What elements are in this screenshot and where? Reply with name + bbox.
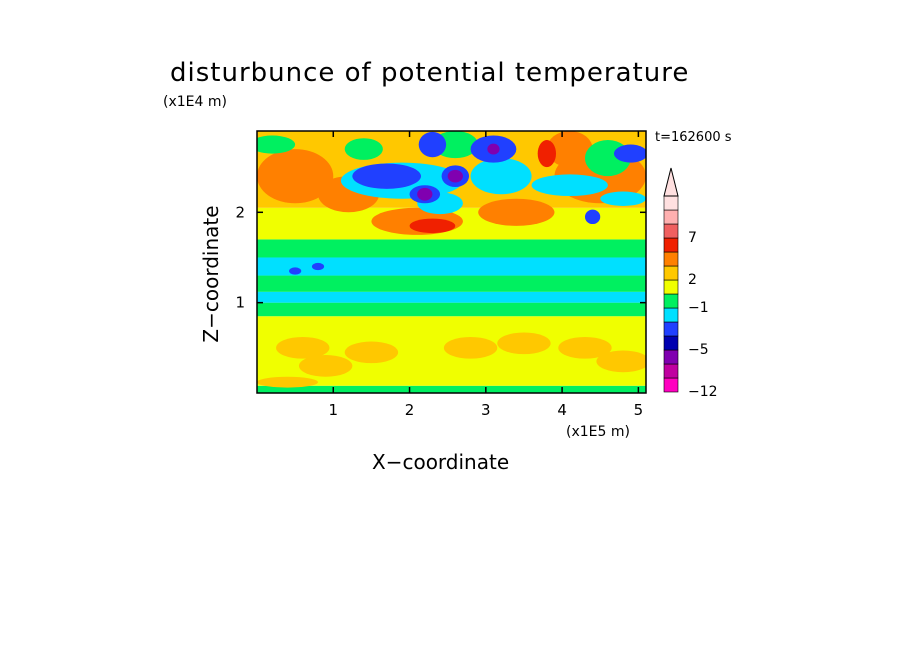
patch-red-high-0 xyxy=(537,140,556,168)
colorbar: 7 2 −1 −5 −12 xyxy=(663,167,718,400)
colorbar-swatch-7 xyxy=(663,279,679,295)
colorbar-extend-arrow xyxy=(663,167,679,197)
patch-purple-high-2 xyxy=(487,143,500,155)
patch-orange-bottom xyxy=(257,376,319,388)
colorbar-swatch-12 xyxy=(663,209,679,225)
y-tick-label-1: 1 xyxy=(235,294,245,312)
band-green-upper xyxy=(257,239,646,258)
colorbar-swatch-1 xyxy=(663,363,679,379)
colorbar-label-0: 7 xyxy=(688,230,697,246)
patch-orange-low-5 xyxy=(596,350,646,373)
patch-orange-low-2 xyxy=(443,336,498,359)
colorbar-swatch-0 xyxy=(663,377,679,393)
patch-orange-low-4 xyxy=(558,336,612,359)
y-axis-unit: (x1E4 m) xyxy=(163,94,227,110)
colorbar-swatch-3 xyxy=(663,335,679,351)
time-label: t=162600 s xyxy=(655,130,732,145)
band-green-lower xyxy=(257,302,646,317)
colorbar-label-1: 2 xyxy=(688,272,697,288)
patch-orange-low-3 xyxy=(497,332,551,355)
patch-blue-high-6 xyxy=(584,209,601,225)
colorbar-label-2: −1 xyxy=(688,300,709,316)
patch-orange-low-0 xyxy=(276,336,330,359)
colorbar-swatch-6 xyxy=(663,293,679,309)
colorbar-swatch-5 xyxy=(663,307,679,323)
colorbar-swatch-8 xyxy=(663,265,679,281)
x-axis-label: X−coordinate xyxy=(372,450,510,474)
colorbar-label-3: −5 xyxy=(688,342,709,358)
colorbar-swatch-9 xyxy=(663,251,679,267)
patch-cyan-high-3 xyxy=(531,174,608,197)
patch-purple-high-1 xyxy=(447,169,463,183)
patch-orange-high-5 xyxy=(546,131,593,168)
patch-blue-high-7 xyxy=(289,267,302,275)
patch-green-high-3 xyxy=(344,138,383,160)
patch-blue-high-0 xyxy=(352,163,421,189)
x-tick-label-1: 1 xyxy=(329,401,339,419)
patch-blue-high-4 xyxy=(418,131,447,158)
x-tick-label-5: 5 xyxy=(634,401,644,419)
patch-cyan-high-2 xyxy=(470,158,532,195)
chart-title: disturbunce of potential temperature xyxy=(170,58,690,88)
band-cyan-lower xyxy=(257,291,646,303)
patch-orange-low-6 xyxy=(298,355,353,377)
x-tick-label-4: 4 xyxy=(557,401,567,419)
patch-red-high-1 xyxy=(409,218,456,234)
band-green-mid xyxy=(257,275,646,292)
patch-purple-high-0 xyxy=(417,187,433,201)
contour-field xyxy=(257,131,646,393)
x-tick-label-2: 2 xyxy=(405,401,415,419)
colorbar-swatch-4 xyxy=(663,321,679,337)
x-tick-label-3: 3 xyxy=(481,401,491,419)
y-tick-label-2: 2 xyxy=(235,203,245,221)
x-ticks: 1 2 3 4 5 xyxy=(329,131,644,419)
colorbar-swatch-11 xyxy=(663,223,679,239)
colorbar-label-4: −12 xyxy=(688,384,718,400)
colorbar-swatch-10 xyxy=(663,237,679,253)
patch-cyan-high-4 xyxy=(600,191,646,206)
patch-green-high-0 xyxy=(257,135,296,154)
y-ticks: 12 xyxy=(235,203,646,312)
colorbar-swatch-13 xyxy=(663,195,679,211)
plot-frame xyxy=(256,130,647,394)
band-bottom-green xyxy=(257,385,646,393)
band-cyan-upper xyxy=(257,257,646,276)
patch-orange-high-3 xyxy=(478,198,555,226)
x-axis-unit: (x1E5 m) xyxy=(566,424,630,440)
patch-orange-low-1 xyxy=(344,341,399,364)
patch-blue-high-8 xyxy=(311,262,325,271)
patch-blue-high-5 xyxy=(613,144,646,163)
patch-orange-high-0 xyxy=(257,149,334,204)
colorbar-swatch-2 xyxy=(663,349,679,365)
